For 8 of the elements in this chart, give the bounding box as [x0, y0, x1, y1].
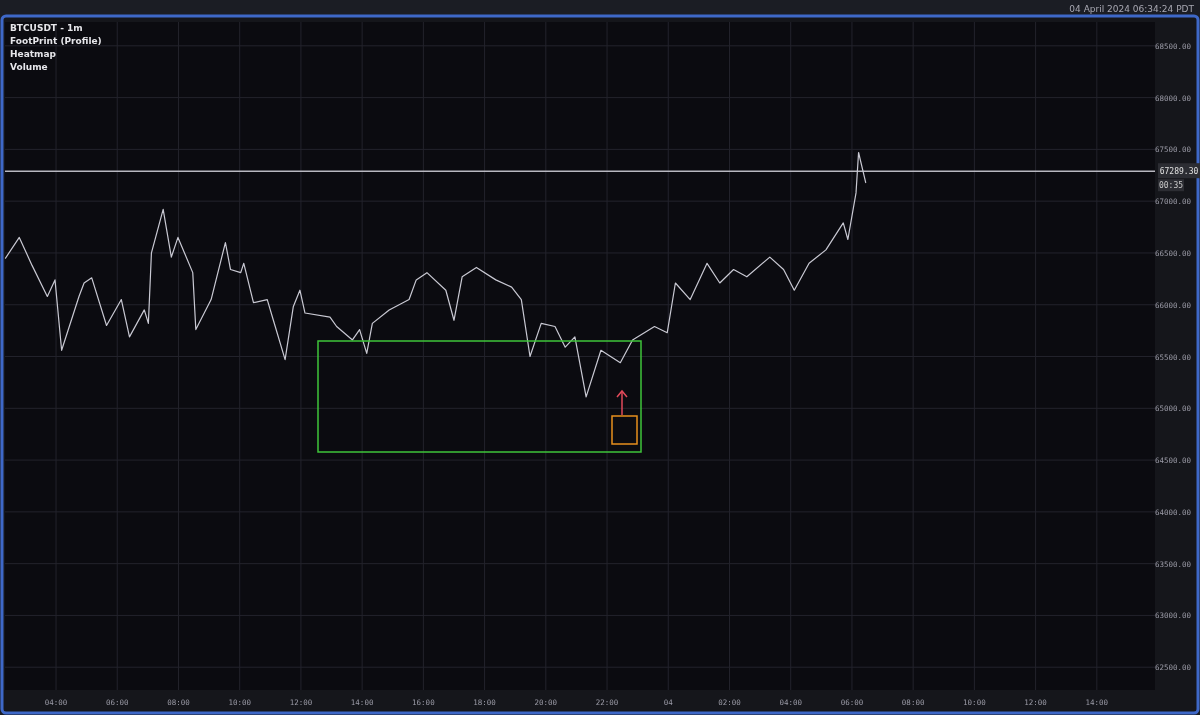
annotation: Heatmap	[10, 49, 57, 59]
text: 00:35	[1158, 181, 1184, 191]
line-series	[4, 151, 867, 398]
chart-title: BTCUSDT - 1m	[10, 23, 83, 33]
annotation: Volume	[10, 62, 48, 72]
ref-line-label: 67289.30	[1159, 167, 1199, 177]
text: 04 April 2024 06:34:24 PDT	[1069, 4, 1195, 14]
annotation: FootPrint (Profile)	[10, 36, 102, 46]
